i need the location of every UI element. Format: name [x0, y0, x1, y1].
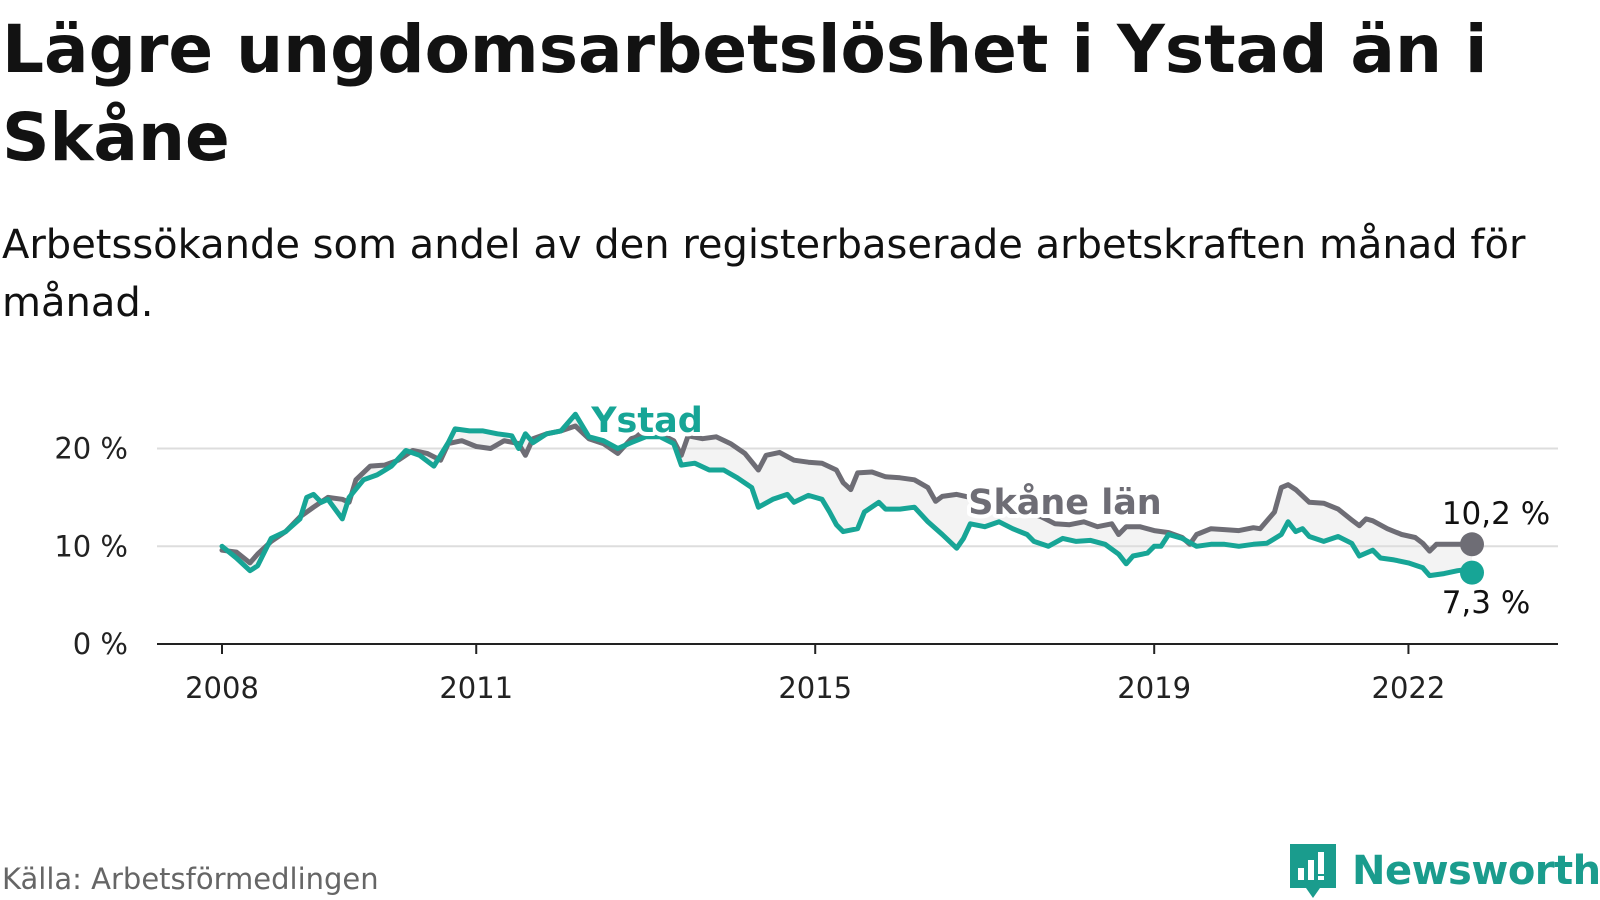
newsworthy-logo: Newsworthy — [1288, 842, 1600, 900]
series-label-ystad: Ystad — [590, 401, 703, 441]
logo-text: Newsworthy — [1352, 848, 1600, 894]
newsworthy-chart-icon — [1290, 844, 1336, 898]
y-tick-label-0: 0 % — [73, 627, 128, 661]
series-line-ystad — [219, 411, 1475, 579]
chart-subtitle: Arbetssökande som andel av den registerb… — [2, 222, 1526, 326]
line-chart: 0 % 10 % 20 % 2008 2011 2015 2019 2022 Ystad Skå… — [54, 397, 1558, 705]
series-line-skane — [219, 423, 1475, 566]
x-tick-label-3: 2019 — [1117, 671, 1191, 705]
y-tick-label-1: 10 % — [54, 529, 128, 563]
series-label-skane: Skåne län — [968, 482, 1161, 523]
x-tick-label-0: 2008 — [185, 671, 259, 705]
end-label-skane: 10,2 % — [1442, 496, 1550, 532]
axes: 0 % 10 % 20 % 2008 2011 2015 2019 2022 — [54, 432, 1558, 705]
chart-title: Lägre ungdomsarbetslöshet i Ystad än i S… — [2, 11, 1488, 176]
end-point-ystad — [1460, 560, 1484, 585]
y-tick-label-2: 20 % — [54, 432, 128, 466]
gridlines — [157, 447, 1558, 548]
difference-area — [222, 414, 1472, 576]
series-lines — [219, 411, 1484, 585]
end-point-skane — [1460, 532, 1484, 557]
difference-band — [222, 414, 1472, 576]
end-label-ystad: 7,3 % — [1442, 585, 1531, 621]
x-tick-label-2: 2015 — [778, 671, 852, 705]
series-labels: Ystad Skåne län 10,2 % 7,3 % — [586, 397, 1553, 624]
source-note: Källa: Arbetsförmedlingen — [2, 862, 379, 896]
x-tick-label-1: 2011 — [439, 671, 513, 705]
x-tick-label-4: 2022 — [1372, 671, 1446, 705]
